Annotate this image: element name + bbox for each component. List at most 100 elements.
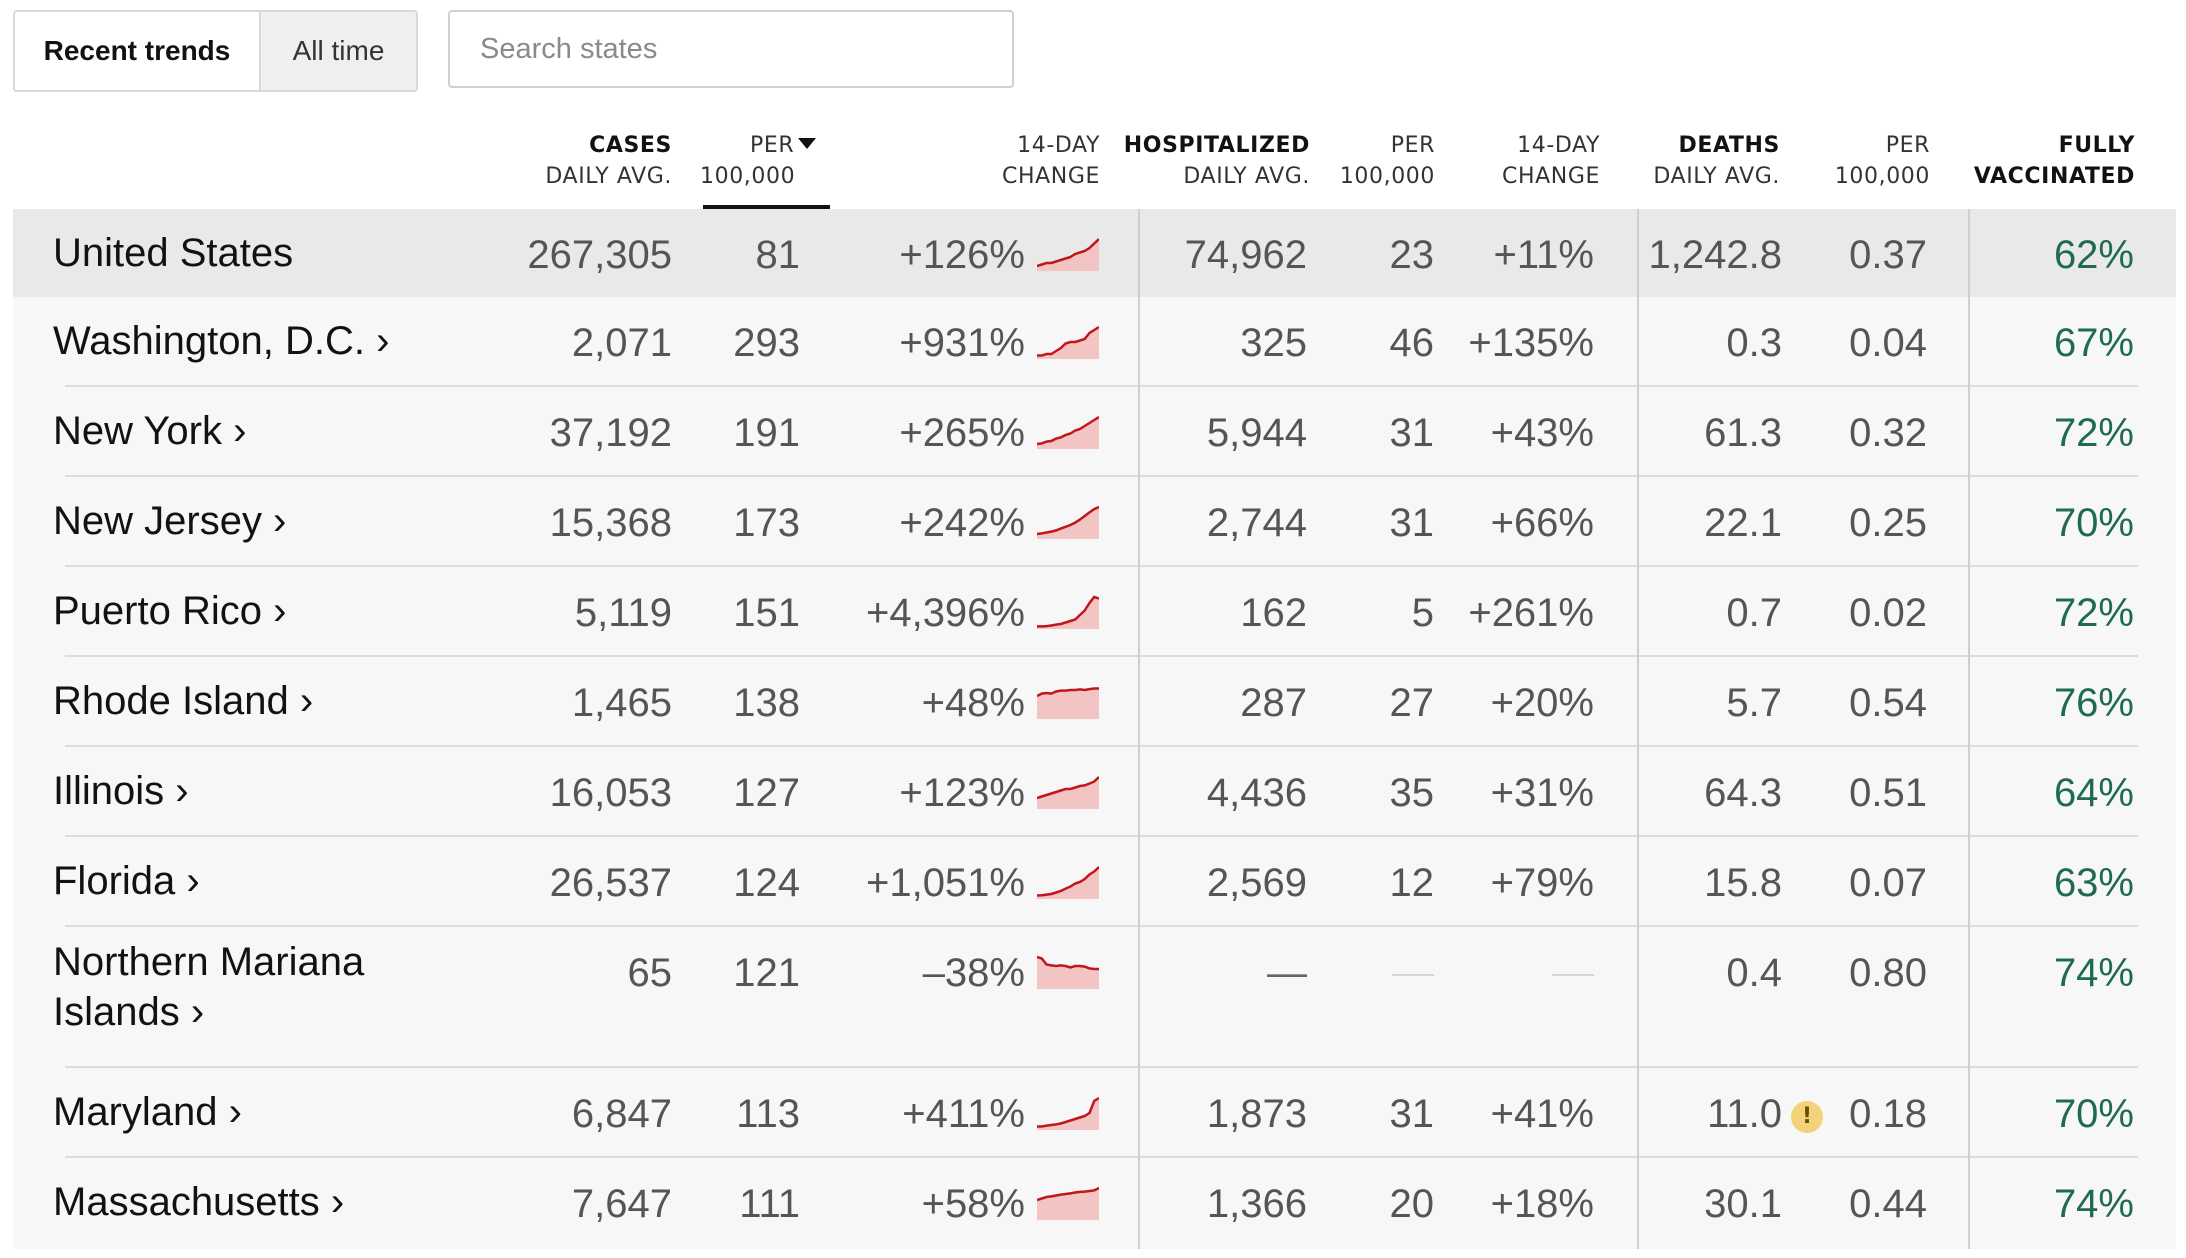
table-row[interactable]: Massachusetts › 7,647 111 +58% 1,366 20 +18% 30… [13, 1158, 2176, 1248]
cases-per-100k: 121 [733, 951, 800, 995]
state-name-line: Northern Mariana [53, 940, 365, 984]
states-table [13, 209, 2176, 1249]
sparkline-area [1037, 507, 1099, 539]
state-name[interactable]: New Jersey › [53, 499, 287, 543]
table-row[interactable]: Maryland › 6,847 113 +411% 1,873 31 +41% 11.0! 0… [13, 1068, 2176, 1158]
header-hospitalized[interactable]: HOSPITALIZED DAILY AVG. [1120, 130, 1310, 192]
deaths-per-100k: 0.37 [1849, 233, 1927, 277]
table-row[interactable]: Rhode Island › 1,465 138 +48% 287 27 +20% 5.7 0.… [13, 657, 2176, 747]
trend-sparkline [1037, 687, 1099, 719]
sort-desc-icon [798, 138, 817, 149]
trend-sparkline [1037, 595, 1099, 629]
hospitalized-per-100k: 27 [1389, 681, 1435, 725]
hospitalized-value: 1,366 [1206, 1182, 1307, 1226]
state-name[interactable]: New York › [53, 409, 247, 453]
table-row[interactable]: Illinois › 16,053 127 +123% 4,436 35 +31% 64.3 0… [13, 747, 2176, 837]
trend-sparkline [1037, 1186, 1099, 1220]
state-name[interactable]: Florida › [53, 859, 200, 903]
hospitalized-per-100k: 31 [1389, 501, 1435, 545]
header-deaths-sub: DAILY AVG. [1653, 164, 1780, 189]
hospitalized-14day-change: +43% [1490, 411, 1594, 455]
hospitalized-14day-change: +31% [1490, 771, 1594, 815]
tab-all-time[interactable]: All time [261, 12, 416, 90]
state-name[interactable]: Puerto Rico › [53, 589, 287, 633]
trend-sparkline [1037, 1096, 1099, 1130]
header-cases-sub: DAILY AVG. [545, 164, 672, 189]
cases-value: 2,071 [571, 321, 672, 365]
header-vaccinated[interactable]: FULLY VACCINATED [1970, 130, 2135, 192]
trend-sparkline [1037, 776, 1099, 809]
column-divider [1138, 209, 1140, 1249]
deaths-per-100k: 0.02 [1849, 591, 1927, 635]
state-name[interactable]: Northern Mariana Islands › [53, 937, 364, 1037]
state-name[interactable]: Massachusetts › [53, 1180, 345, 1224]
hospitalized-14day-change: +18% [1490, 1182, 1594, 1226]
hospitalized-value: 4,436 [1206, 771, 1307, 815]
header-cases[interactable]: CASES DAILY AVG. [530, 130, 672, 192]
sparkline-area [1037, 597, 1099, 629]
table-row[interactable]: Washington, D.C. › 2,071 293 +931% 325 46 +135… [13, 297, 2176, 387]
header-hosp-change[interactable]: 14-DAY CHANGE [1490, 130, 1600, 192]
row-divider [65, 1066, 2138, 1068]
sparkline-line [1037, 595, 1099, 628]
state-name[interactable]: Washington, D.C. › [53, 319, 390, 363]
header-deaths-label: DEATHS [1678, 133, 1780, 158]
deaths-per-100k: 0.54 [1849, 681, 1927, 725]
vaccinated-percent: 74% [2053, 951, 2134, 995]
sparkline-line [1037, 776, 1099, 800]
vaccinated-percent: 62% [2053, 233, 2134, 277]
cases-value: 16,053 [549, 771, 672, 815]
row-divider [65, 385, 2138, 387]
table-row[interactable]: New Jersey › 15,368 173 +242% 2,744 31 +66% 22.… [13, 477, 2176, 567]
header-hosp-per[interactable]: PER 100,000 [1330, 130, 1435, 192]
cases-per-100k: 124 [733, 861, 800, 905]
deaths-value: 0.7 [1726, 591, 1782, 635]
sparkline-line [1037, 1186, 1099, 1202]
search-states-input[interactable] [448, 10, 1014, 88]
cases-value: 26,537 [549, 861, 672, 905]
cases-14day-change: +58% [921, 1182, 1025, 1226]
tab-recent-trends[interactable]: Recent trends [15, 12, 261, 90]
header-hosp-label: HOSPITALIZED [1123, 133, 1310, 158]
row-divider [65, 745, 2138, 747]
cases-14day-change: +48% [921, 681, 1025, 725]
trend-sparkline [1037, 505, 1099, 539]
sparkline-line [1037, 238, 1099, 268]
hospitalized-value: 5,944 [1206, 411, 1307, 455]
column-divider [1968, 209, 1970, 1249]
state-name[interactable]: Rhode Island › [53, 679, 314, 723]
sparkline-area [1037, 1188, 1099, 1220]
table-row[interactable]: Northern Mariana Islands › 65 121 –38% — 0.4 0.… [13, 927, 2176, 1068]
trend-sparkline [1037, 866, 1099, 899]
cases-per-100k: 113 [736, 1092, 800, 1136]
cases-14day-change: +931% [899, 321, 1025, 365]
state-name[interactable]: Maryland › [53, 1090, 242, 1134]
header-vac-label: FULLY [2058, 133, 2135, 158]
table-row[interactable]: Puerto Rico › 5,119 151 +4,396% 162 5 +261% 0.7… [13, 567, 2176, 657]
column-divider [1637, 209, 1639, 1249]
header-deaths-per[interactable]: PER 100,000 [1825, 130, 1930, 192]
vaccinated-percent: 76% [2053, 681, 2134, 725]
cases-per-100k: 111 [739, 1182, 800, 1226]
hospitalized-per-100k: 31 [1389, 1092, 1435, 1136]
cases-value: 5,119 [574, 591, 672, 635]
hospitalized-value: 162 [1240, 591, 1307, 635]
table-row[interactable]: Florida › 26,537 124 +1,051% 2,569 12 +79% 15.8… [13, 837, 2176, 927]
country-name: United States [53, 231, 294, 275]
row-divider [65, 565, 2138, 567]
header-per-sub: 100,000 [700, 164, 796, 189]
cases-14day-change: –38% [922, 951, 1025, 995]
hospitalized-14day-change: +66% [1490, 501, 1594, 545]
hospitalized-14day-change: +79% [1490, 861, 1594, 905]
header-cases-per[interactable]: PER 100,000 [700, 130, 830, 192]
state-name[interactable]: Illinois › [53, 769, 189, 813]
hospitalized-per-100k: 46 [1389, 321, 1435, 365]
header-deaths[interactable]: DEATHS DAILY AVG. [1640, 130, 1780, 192]
header-hchg-sub: CHANGE [1502, 164, 1600, 189]
hospitalized-value: 2,569 [1206, 861, 1307, 905]
warning-icon[interactable]: ! [1791, 1101, 1823, 1133]
deaths-value: 61.3 [1704, 411, 1782, 455]
table-row[interactable]: New York › 37,192 191 +265% 5,944 31 +43% 61.3 0… [13, 387, 2176, 477]
header-cases-change[interactable]: 14-DAY CHANGE [960, 130, 1100, 192]
deaths-value: 0.4 [1726, 951, 1782, 995]
